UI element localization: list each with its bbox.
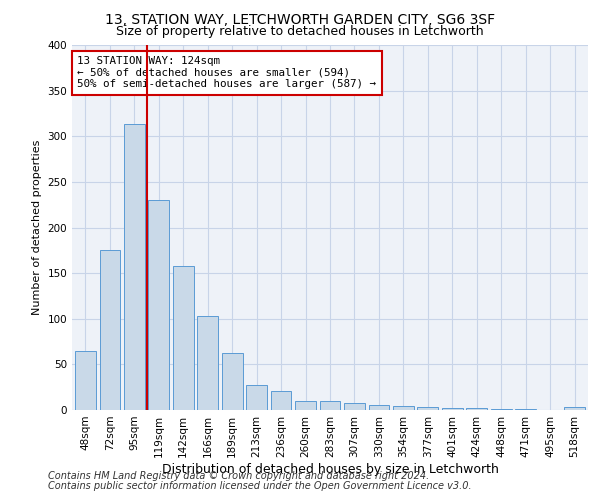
Bar [491, 409, 512, 410]
Bar [197, 316, 218, 410]
Text: 13, STATION WAY, LETCHWORTH GARDEN CITY, SG6 3SF: 13, STATION WAY, LETCHWORTH GARDEN CITY,… [105, 12, 495, 26]
Text: 13 STATION WAY: 124sqm
← 50% of detached houses are smaller (594)
50% of semi-de: 13 STATION WAY: 124sqm ← 50% of detached… [77, 56, 376, 89]
Bar [295, 401, 316, 410]
Text: Contains public sector information licensed under the Open Government Licence v3: Contains public sector information licen… [48, 481, 472, 491]
Text: Contains HM Land Registry data © Crown copyright and database right 2024.: Contains HM Land Registry data © Crown c… [48, 471, 429, 481]
Bar [222, 354, 242, 410]
Bar [246, 386, 267, 410]
Bar [564, 408, 585, 410]
Bar [148, 200, 169, 410]
Bar [515, 409, 536, 410]
Bar [100, 250, 120, 410]
Text: Size of property relative to detached houses in Letchworth: Size of property relative to detached ho… [116, 25, 484, 38]
Bar [418, 408, 438, 410]
Bar [320, 401, 340, 410]
Bar [393, 406, 414, 410]
Bar [344, 402, 365, 410]
Bar [466, 408, 487, 410]
Bar [75, 350, 96, 410]
Bar [124, 124, 145, 410]
Bar [368, 404, 389, 410]
Bar [173, 266, 194, 410]
X-axis label: Distribution of detached houses by size in Letchworth: Distribution of detached houses by size … [161, 462, 499, 475]
Bar [271, 391, 292, 410]
Y-axis label: Number of detached properties: Number of detached properties [32, 140, 42, 315]
Bar [442, 408, 463, 410]
